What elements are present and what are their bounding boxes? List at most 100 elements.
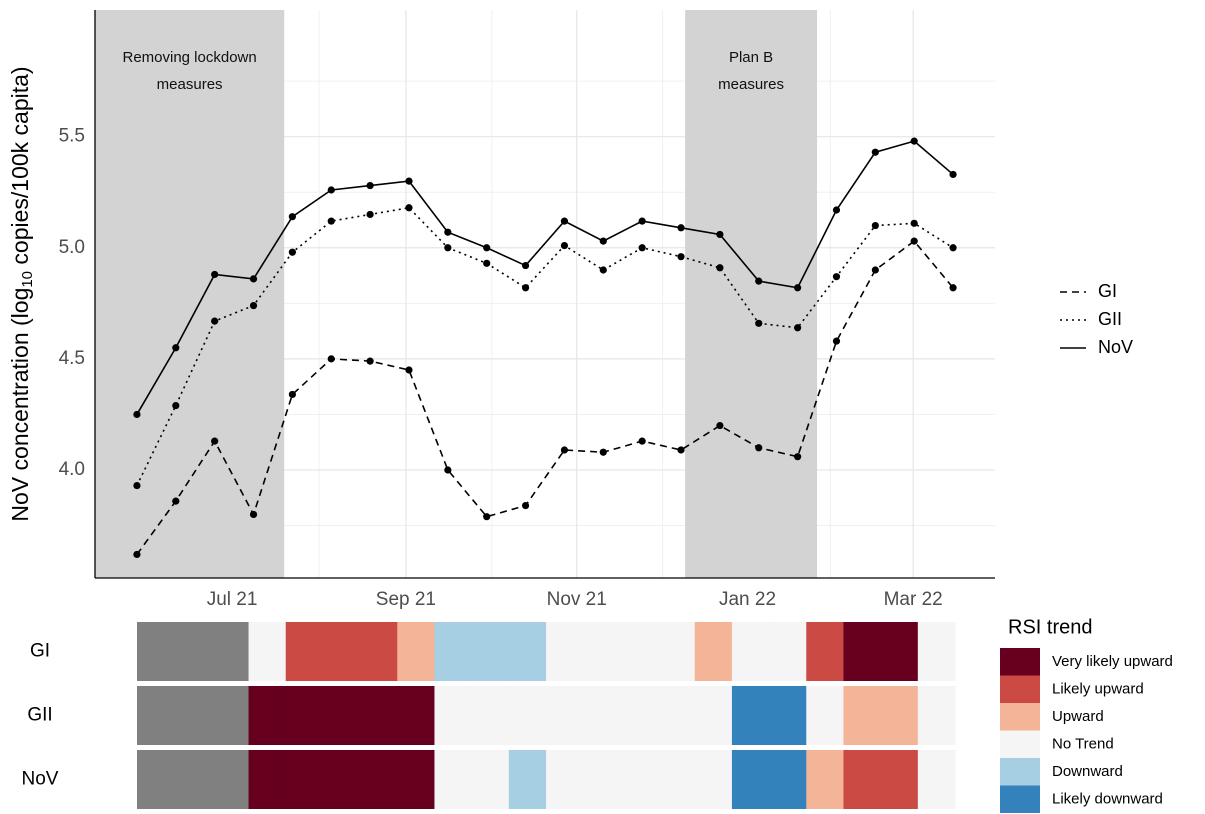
data-point xyxy=(133,410,141,419)
legend-label: No Trend xyxy=(1052,735,1114,752)
data-point xyxy=(949,244,957,252)
heatmap-cell xyxy=(620,750,659,809)
heatmap-cell xyxy=(843,686,882,745)
heatmap-cell xyxy=(880,750,919,809)
data-point xyxy=(521,261,530,270)
heatmap-cell xyxy=(620,622,659,681)
data-point xyxy=(521,501,530,510)
data-point xyxy=(910,237,918,245)
data-point xyxy=(677,224,685,232)
heatmap-cell xyxy=(620,686,659,745)
heatmap-cell xyxy=(583,622,621,681)
legend-label: Likely upward xyxy=(1052,680,1144,697)
shaded-period xyxy=(95,10,285,578)
heatmap-cell xyxy=(434,622,473,681)
data-point xyxy=(249,301,258,310)
legend-swatch xyxy=(1000,730,1040,758)
legend-swatch xyxy=(1000,785,1040,813)
legend-swatch xyxy=(1000,648,1040,676)
heatmap-cell xyxy=(880,622,919,681)
data-point xyxy=(910,137,918,145)
data-point xyxy=(716,230,724,239)
heatmap-cell xyxy=(917,686,956,745)
legend-label: GI xyxy=(1098,281,1117,301)
heatmap-cell xyxy=(397,686,435,745)
data-point xyxy=(638,244,646,252)
x-tick-label: Mar 22 xyxy=(884,589,943,610)
data-point xyxy=(288,390,296,399)
heatmap-cell xyxy=(769,686,807,745)
heatmap-cell xyxy=(322,750,361,809)
heatmap-cell xyxy=(694,686,733,745)
data-point xyxy=(638,437,646,445)
heatmap-cell xyxy=(546,622,584,681)
heatmap-cell xyxy=(806,622,844,681)
period-label: Removing lockdown xyxy=(122,49,256,66)
data-point xyxy=(832,337,841,345)
data-point xyxy=(211,270,219,279)
heatmap-cell xyxy=(471,750,510,809)
data-point xyxy=(366,181,374,190)
y-tick-label: 4.0 xyxy=(59,459,85,480)
data-point xyxy=(755,444,763,452)
heatmap-cell xyxy=(397,750,435,809)
data-point xyxy=(832,206,841,214)
data-point xyxy=(871,266,879,274)
y-tick-label: 4.5 xyxy=(59,348,85,369)
heatmap-cell xyxy=(434,750,473,809)
legend-label: NoV xyxy=(1098,337,1133,357)
heatmap-cell xyxy=(360,622,398,681)
legend-label: Very likely upward xyxy=(1052,653,1173,670)
heatmap-cell xyxy=(917,750,956,809)
data-point xyxy=(133,550,141,559)
y-label-part: NoV concentration (log xyxy=(7,288,33,522)
data-point xyxy=(716,264,724,272)
heatmap-cell xyxy=(360,750,398,809)
heatmap-cell xyxy=(917,622,956,681)
data-point xyxy=(599,266,607,274)
data-point xyxy=(794,324,802,332)
data-point xyxy=(444,466,452,474)
heatmap-cell xyxy=(508,686,547,745)
heatmap-cell xyxy=(657,750,696,809)
heatmap-cell xyxy=(694,622,733,681)
data-point xyxy=(249,510,258,519)
heatmap-cell xyxy=(769,622,807,681)
heatmap-cell xyxy=(137,750,175,809)
data-point xyxy=(638,217,646,225)
data-point xyxy=(483,513,491,521)
data-point xyxy=(211,317,219,325)
heatmap-cell xyxy=(546,686,584,745)
heatmap-cell xyxy=(546,750,584,809)
data-point xyxy=(483,259,491,267)
data-point xyxy=(211,437,219,445)
legend-label: Upward xyxy=(1052,708,1104,725)
data-point xyxy=(172,497,180,505)
legend-swatch xyxy=(1000,703,1040,731)
row-label: GI xyxy=(30,641,50,662)
legend-swatch xyxy=(1000,675,1040,703)
x-tick-label: Sep 21 xyxy=(376,589,436,610)
heatmap-cell xyxy=(508,750,547,809)
heatmap-cell xyxy=(583,686,621,745)
heatmap-cell xyxy=(174,686,212,745)
y-tick-label: 5.0 xyxy=(59,237,85,258)
legend-title: RSI trend xyxy=(1008,616,1092,638)
heatmap-cell xyxy=(211,686,250,745)
heatmap-cell xyxy=(248,750,287,809)
data-point xyxy=(794,453,802,461)
heatmap-cell xyxy=(583,750,621,809)
heatmap-cell xyxy=(322,686,361,745)
data-point xyxy=(677,446,685,454)
data-point xyxy=(794,284,802,292)
data-point xyxy=(288,213,296,221)
heatmap-cell xyxy=(174,622,212,681)
data-point xyxy=(910,219,918,227)
shaded-period xyxy=(685,10,818,578)
heatmap-cell xyxy=(285,750,324,809)
y-axis-label: NoV concentration (log10 copies/100k cap… xyxy=(7,66,36,521)
data-point xyxy=(327,217,335,225)
data-point xyxy=(405,177,413,185)
heatmap-cell xyxy=(211,750,250,809)
